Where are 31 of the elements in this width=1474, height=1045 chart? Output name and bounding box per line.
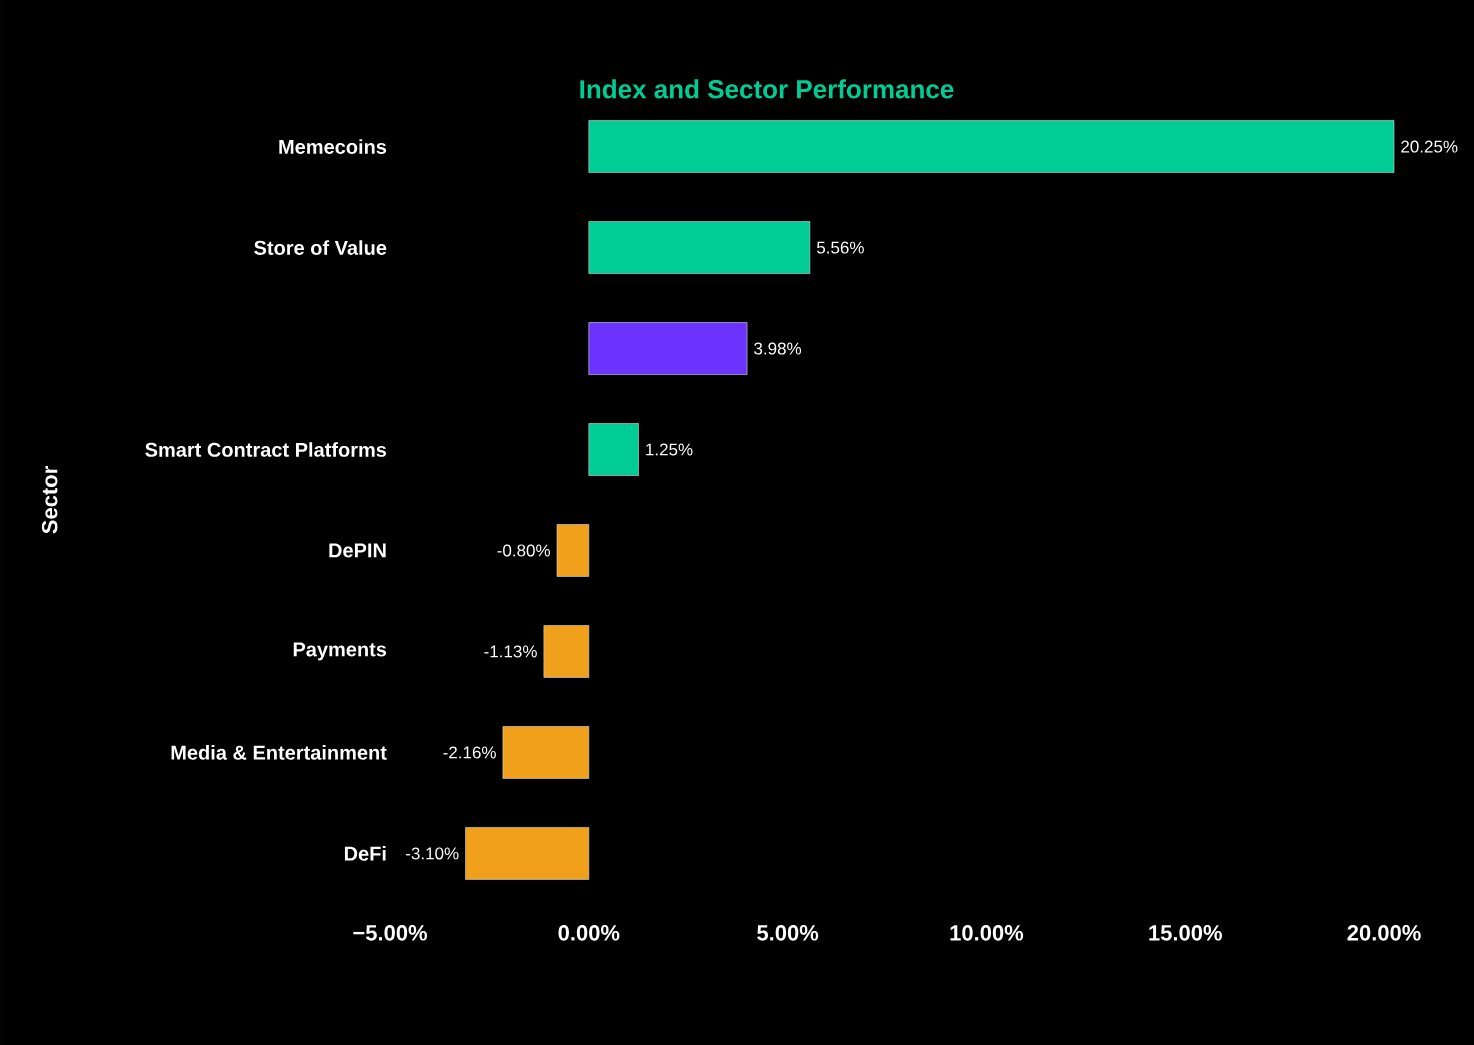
x-tick-label: 15.00% xyxy=(1149,925,1222,941)
data-label: -3.10% xyxy=(406,847,459,860)
data-label: -2.16% xyxy=(443,746,496,759)
y-tick-label: Memecoins xyxy=(279,139,387,154)
data-label: -0.80% xyxy=(497,544,551,557)
bar xyxy=(588,423,639,476)
y-tick-label: DePIN xyxy=(329,543,386,558)
bar xyxy=(588,322,748,375)
bar xyxy=(588,221,811,274)
y-tick-label: Store of Value xyxy=(254,240,387,255)
x-tick-label: 5.00% xyxy=(757,925,819,941)
bar xyxy=(543,625,590,678)
data-label: 20.25% xyxy=(1401,140,1458,153)
data-label: -1.13% xyxy=(484,645,537,658)
y-tick-label: Media & Entertainment xyxy=(171,745,387,760)
bar xyxy=(556,524,590,577)
y-tick-label: Payments xyxy=(293,642,387,661)
x-tick-label: 10.00% xyxy=(950,925,1024,941)
bar xyxy=(502,726,590,779)
data-label: 3.98% xyxy=(754,342,802,355)
data-label: 1.25% xyxy=(646,443,693,456)
bar xyxy=(465,827,590,880)
bar xyxy=(588,120,1395,173)
y-axis-title: Sector xyxy=(41,466,58,534)
chart-title: Index and Sector Performance xyxy=(580,79,954,99)
x-tick-label: −5.00% xyxy=(353,925,428,941)
data-label: 5.56% xyxy=(816,241,864,254)
x-tick-label: 0.00% xyxy=(558,925,620,941)
y-tick-label: Smart Contract Platforms xyxy=(145,442,387,457)
x-tick-label: 20.00% xyxy=(1347,925,1421,941)
y-tick-label: DeFi xyxy=(344,846,386,861)
